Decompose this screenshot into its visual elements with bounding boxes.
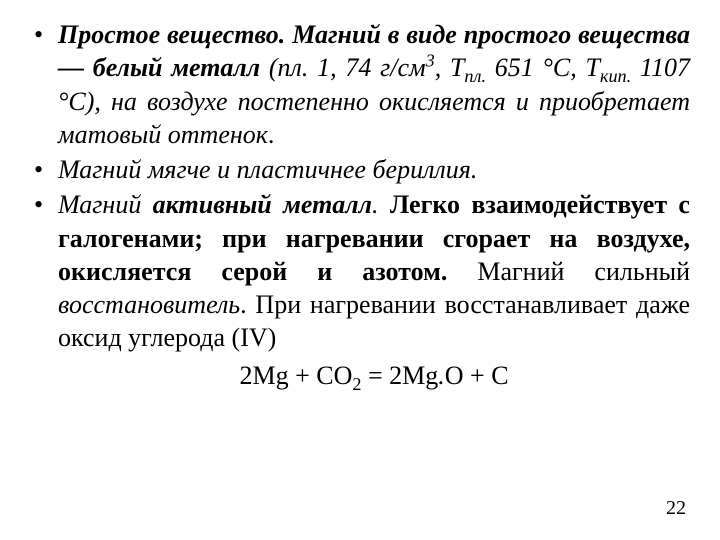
run-sub: кип. bbox=[600, 66, 631, 86]
run: Магний сильный bbox=[447, 257, 690, 286]
run: на воздухе постепенно окисляется и приоб… bbox=[58, 87, 690, 149]
eq-run: O + C bbox=[445, 361, 509, 390]
eq-run: 2Mg + CO bbox=[239, 361, 352, 390]
eq-run: = 2Mg bbox=[361, 361, 438, 390]
equation: 2Mg + CO2 = 2Mg.O + C bbox=[30, 361, 690, 391]
run: . bbox=[268, 120, 275, 149]
run: восстановитель bbox=[58, 290, 240, 319]
page-number: 22 bbox=[666, 497, 686, 520]
run: , Т bbox=[435, 53, 465, 82]
bullet-list: Простое вещество. Магний в виде простого… bbox=[30, 18, 690, 355]
slide: Простое вещество. Магний в виде простого… bbox=[0, 0, 720, 540]
bullet-item-2: Магний мягче и пластичнее бериллия. bbox=[30, 153, 690, 186]
run: . bbox=[372, 190, 390, 219]
run: Магний мягче и пластичнее бериллия. bbox=[58, 155, 477, 184]
run-sub: пл. bbox=[464, 66, 486, 86]
run: активный металл bbox=[153, 190, 372, 219]
run: (пл. 1, 74 г/см bbox=[260, 53, 425, 82]
bullet-item-1: Простое вещество. Магний в виде простого… bbox=[30, 18, 690, 151]
run: 651 °С, Т bbox=[486, 53, 600, 82]
bullet-item-3: Магний активный металл. Легко взаимодейс… bbox=[30, 188, 690, 354]
run: Магний bbox=[58, 190, 153, 219]
run-sup: 3 bbox=[426, 51, 435, 71]
